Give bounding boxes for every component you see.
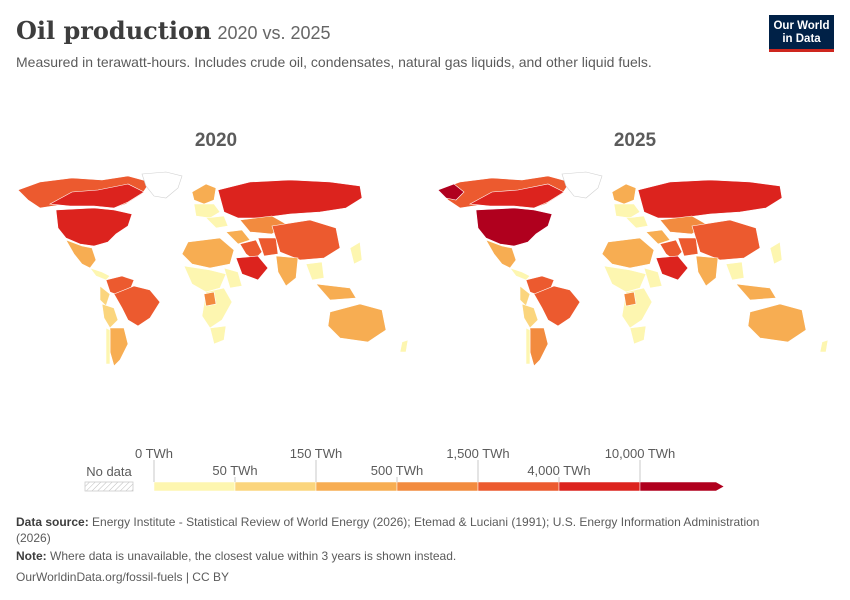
legend-bin-2[interactable] [234, 481, 317, 492]
title-period: 2020 vs. 2025 [217, 23, 331, 43]
logo-line-2: in Data [782, 33, 821, 45]
country-norway[interactable] [611, 183, 637, 205]
country-russia[interactable] [637, 179, 783, 219]
footer-url[interactable]: OurWorldinData.org/fossil-fuels | CC BY [16, 570, 229, 584]
country-japan[interactable] [769, 241, 783, 265]
country-ecuador[interactable] [99, 285, 111, 307]
owid-logo[interactable]: Our World in Data [769, 15, 834, 52]
country-peru[interactable] [521, 303, 539, 329]
country-angola[interactable] [623, 291, 637, 307]
page-title: Oil production [16, 16, 212, 45]
country-southeast-asia[interactable] [305, 261, 325, 281]
country-western-europe[interactable] [193, 203, 221, 219]
country-russia[interactable] [217, 179, 363, 219]
legend-bin-1[interactable] [153, 481, 236, 492]
note-label: Note: [16, 549, 47, 563]
data-source-text-continued: (2026) [16, 531, 51, 545]
country-chile[interactable] [525, 327, 531, 365]
country-india[interactable] [695, 255, 719, 287]
legend-tick-label: 500 TWh [371, 463, 424, 478]
country-southern-europe[interactable] [625, 215, 649, 229]
country-norway[interactable] [191, 183, 217, 205]
country-usa[interactable] [55, 207, 133, 247]
legend-tick-label: 4,000 TWh [527, 463, 590, 478]
legend-bin-5[interactable] [477, 481, 560, 492]
country-new-zealand[interactable] [399, 339, 409, 353]
country-mexico[interactable] [485, 239, 517, 269]
country-east-africa[interactable] [223, 267, 243, 289]
country-west-africa[interactable] [603, 265, 647, 293]
data-source-label: Data source: [16, 515, 89, 529]
country-australia[interactable] [327, 303, 387, 343]
country-southern-europe[interactable] [205, 215, 229, 229]
legend-no-data-label: No data [86, 464, 132, 479]
country-alaska[interactable] [437, 183, 465, 201]
country-greenland[interactable] [141, 171, 183, 199]
legend-bin-6[interactable] [558, 481, 641, 492]
country-indonesia[interactable] [735, 283, 777, 301]
country-argentina[interactable] [109, 327, 129, 367]
country-south-africa[interactable] [209, 325, 227, 345]
color-legend: No data 0 TWh 150 TWh 1,500 TWh 10,000 TWh 5… [84, 446, 725, 492]
country-southeast-asia[interactable] [725, 261, 745, 281]
country-mexico[interactable] [65, 239, 97, 269]
country-turkey[interactable] [225, 229, 251, 245]
legend-tick-label: 150 TWh [290, 446, 343, 461]
country-canada-north[interactable] [49, 183, 145, 209]
country-north-africa[interactable] [181, 237, 235, 269]
chart-subtitle: Measured in terawatt-hours. Includes cru… [16, 54, 652, 70]
country-brazil[interactable] [533, 285, 581, 327]
country-iran[interactable] [257, 237, 279, 257]
country-saudi-arabia[interactable] [655, 255, 689, 281]
country-turkey[interactable] [645, 229, 671, 245]
country-australia[interactable] [747, 303, 807, 343]
country-brazil[interactable] [113, 285, 161, 327]
country-peru[interactable] [101, 303, 119, 329]
country-new-zealand[interactable] [819, 339, 829, 353]
legend-bin-7[interactable] [639, 481, 725, 492]
country-ecuador[interactable] [519, 285, 531, 307]
country-iran[interactable] [677, 237, 699, 257]
note-text: Where data is unavailable, the closest v… [50, 549, 457, 563]
legend-tick-label: 0 TWh [135, 446, 173, 461]
country-central-america[interactable] [509, 267, 531, 281]
legend-no-data-swatch[interactable] [84, 481, 134, 492]
legend-tick-label: 10,000 TWh [605, 446, 676, 461]
legend-tick-label: 1,500 TWh [446, 446, 509, 461]
map-title-2025: 2025 [613, 130, 657, 151]
country-china[interactable] [271, 219, 341, 261]
world-map-2025[interactable] [430, 168, 840, 378]
country-chile[interactable] [105, 327, 111, 365]
country-china[interactable] [691, 219, 761, 261]
country-western-europe[interactable] [613, 203, 641, 219]
logo-line-1: Our World [773, 20, 830, 32]
legend-tick-label: 50 TWh [212, 463, 257, 478]
country-india[interactable] [275, 255, 299, 287]
map-title-2020: 2020 [194, 130, 238, 151]
country-north-africa[interactable] [601, 237, 655, 269]
country-central-america[interactable] [89, 267, 111, 281]
legend-bin-4[interactable] [396, 481, 479, 492]
country-east-africa[interactable] [643, 267, 663, 289]
country-angola[interactable] [203, 291, 217, 307]
chart-title: Oil production 2020 vs. 2025 [16, 16, 331, 45]
country-greenland[interactable] [561, 171, 603, 199]
note: Note: Where data is unavailable, the clo… [16, 549, 456, 563]
legend-bin-3[interactable] [315, 481, 398, 492]
world-map-2020[interactable] [10, 168, 420, 378]
country-south-africa[interactable] [629, 325, 647, 345]
country-argentina[interactable] [529, 327, 549, 367]
country-japan[interactable] [349, 241, 363, 265]
data-source: Data source: Energy Institute - Statisti… [16, 514, 836, 546]
country-canada-north[interactable] [469, 183, 565, 209]
country-saudi-arabia[interactable] [235, 255, 269, 281]
data-source-text: Energy Institute - Statistical Review of… [92, 515, 760, 529]
country-west-africa[interactable] [183, 265, 227, 293]
country-indonesia[interactable] [315, 283, 357, 301]
country-usa[interactable] [475, 207, 553, 247]
